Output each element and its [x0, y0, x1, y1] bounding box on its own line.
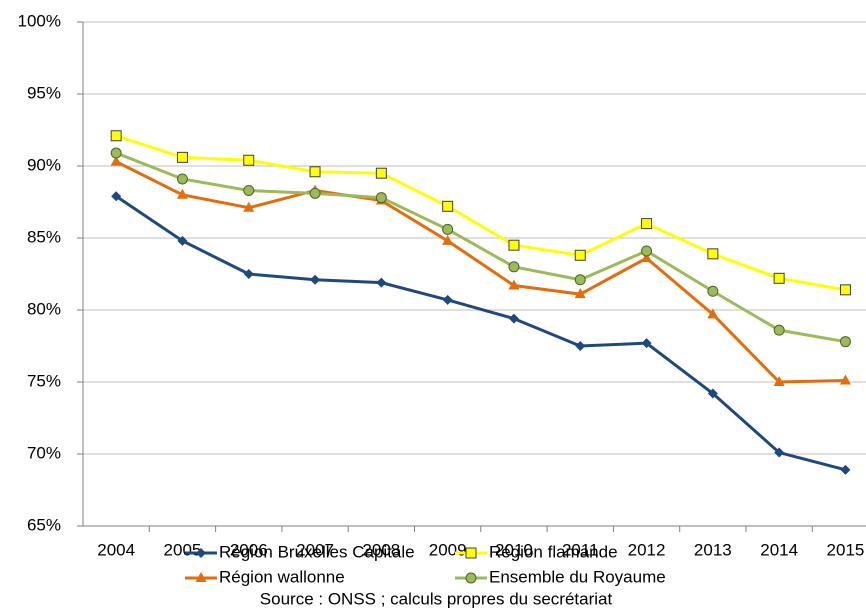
- point: [839, 284, 851, 296]
- point: [442, 234, 454, 245]
- source-note: Source : ONSS ; calculs propres du secré…: [260, 589, 613, 608]
- point: [376, 277, 387, 288]
- x-tick-label: 2006: [230, 540, 268, 559]
- y-tick-label: 80%: [27, 299, 61, 318]
- y-tick-label: 85%: [27, 227, 61, 246]
- point: [839, 336, 851, 348]
- series-line: [115, 160, 846, 384]
- point: [309, 166, 321, 178]
- point: [243, 269, 254, 279]
- x-tick-label: 2007: [296, 540, 334, 559]
- x-tick-label: 2013: [694, 540, 732, 559]
- point: [707, 248, 719, 260]
- point: [243, 154, 255, 166]
- point: [508, 261, 520, 273]
- point: [508, 279, 520, 290]
- point: [707, 388, 718, 399]
- point: [773, 376, 785, 386]
- point: [110, 155, 122, 166]
- point: [575, 341, 586, 351]
- x-tick-label: 2014: [760, 540, 798, 559]
- point: [574, 249, 586, 261]
- point: [641, 218, 653, 230]
- point: [707, 285, 719, 297]
- y-tick-label: 75%: [27, 371, 61, 390]
- point: [176, 173, 188, 185]
- point: [442, 223, 454, 235]
- point: [176, 151, 188, 163]
- point: [310, 274, 321, 285]
- point: [110, 147, 122, 159]
- point: [774, 447, 785, 458]
- y-tick-label: 70%: [27, 443, 61, 462]
- point: [309, 187, 321, 199]
- point: [840, 464, 851, 475]
- point: [641, 338, 652, 349]
- point: [110, 130, 122, 142]
- x-tick-label: 2005: [164, 540, 202, 559]
- point: [243, 184, 255, 196]
- y-tick-label: 90%: [27, 155, 61, 174]
- x-tick-label: 2004: [97, 540, 135, 559]
- legend-marker: [465, 547, 477, 559]
- series-line: [115, 151, 846, 344]
- point: [243, 201, 255, 212]
- legend-label: Région wallonne: [219, 567, 345, 586]
- x-tick-label: 2008: [362, 540, 400, 559]
- legend-marker: [196, 548, 206, 558]
- point: [773, 324, 785, 336]
- point: [574, 288, 586, 299]
- x-tick-label: 2015: [827, 540, 865, 559]
- point: [111, 191, 122, 202]
- y-tick-label: 65%: [27, 515, 61, 534]
- x-tick-label: 2012: [628, 540, 666, 559]
- legend-marker: [465, 572, 477, 584]
- point: [176, 188, 188, 199]
- point: [442, 294, 453, 305]
- point: [574, 274, 586, 286]
- point: [442, 200, 454, 212]
- point: [707, 308, 719, 319]
- legend-label: Région flamande: [489, 542, 618, 561]
- x-tick-label: 2011: [562, 540, 599, 559]
- point: [375, 192, 387, 204]
- point: [508, 239, 520, 251]
- x-tick-label: 2009: [429, 540, 467, 559]
- series-line: [115, 194, 846, 472]
- legend-label: Région Bruxelles Capitale: [219, 542, 415, 561]
- point: [773, 272, 785, 284]
- y-tick-label: 100%: [18, 11, 61, 30]
- point: [641, 252, 653, 263]
- point: [375, 167, 387, 179]
- legend-label: Ensemble du Royaume: [489, 567, 666, 586]
- point: [177, 235, 188, 246]
- point: [508, 313, 519, 324]
- point: [839, 374, 851, 385]
- y-tick-label: 95%: [27, 83, 61, 102]
- x-tick-label: 2010: [495, 540, 533, 559]
- series-line: [115, 134, 846, 292]
- point: [641, 245, 653, 257]
- legend-marker: [195, 572, 207, 582]
